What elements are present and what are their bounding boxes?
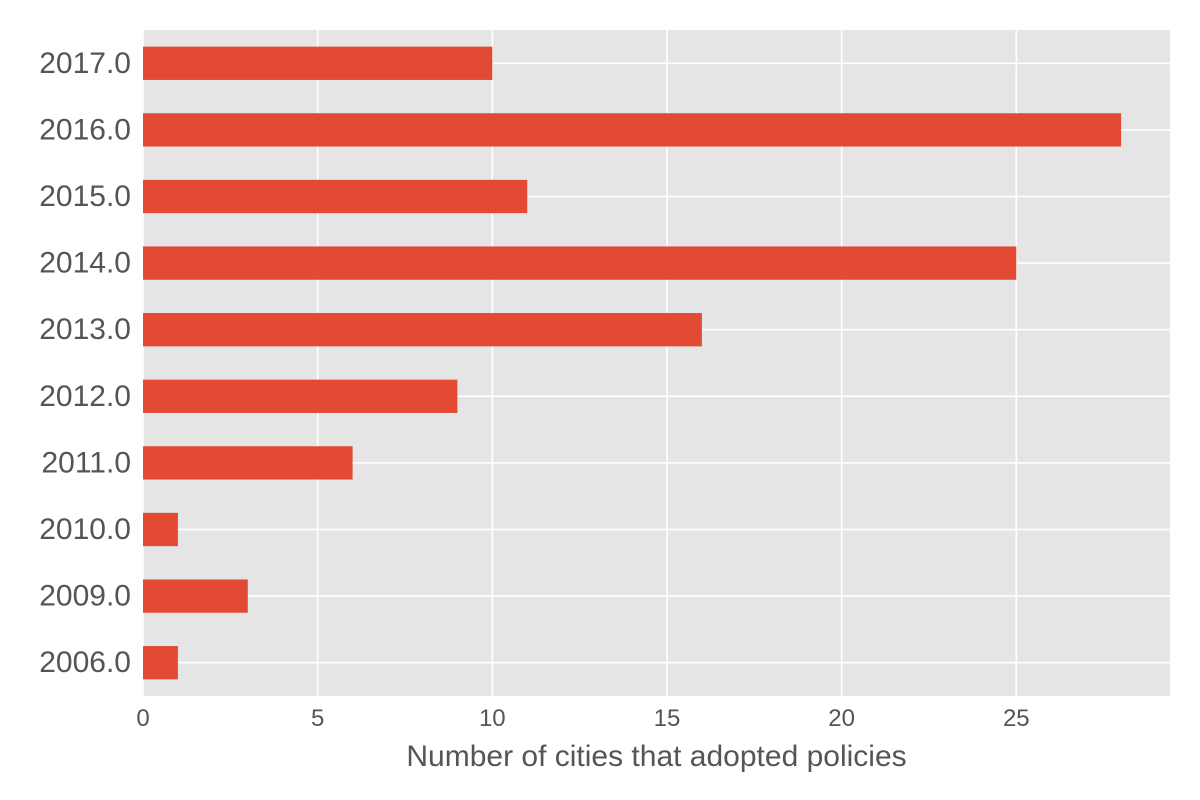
bar-2013-0: [143, 313, 702, 347]
x-tick-label: 15: [654, 705, 681, 732]
bar-2016-0: [143, 113, 1122, 147]
y-tick-label: 2017.0: [39, 47, 131, 80]
y-tick-label: 2006.0: [39, 646, 131, 679]
y-tick-label: 2012.0: [39, 380, 131, 413]
bar-2011-0: [143, 446, 353, 480]
bar-2012-0: [143, 379, 458, 413]
y-tick-label: 2014.0: [39, 247, 131, 280]
x-tick-label: 5: [311, 705, 324, 732]
x-tick-label: 0: [136, 705, 149, 732]
bar-2009-0: [143, 579, 248, 613]
x-tick-labels: 0 5 10 15 20 25: [136, 705, 1029, 732]
y-tick-labels: 2006.0 2009.0 2010.0 2011.0 2012.0 2013.0 2014…: [39, 47, 131, 679]
bar-2017-0: [143, 46, 493, 80]
x-tick-label: 10: [479, 705, 506, 732]
y-tick-label: 2010.0: [39, 513, 131, 546]
x-tick-label: 20: [828, 705, 855, 732]
bar-2010-0: [143, 512, 178, 547]
y-tick-label: 2009.0: [39, 580, 131, 613]
y-tick-label: 2013.0: [39, 313, 131, 346]
bar-2014-0: [143, 246, 1017, 280]
y-tick-label: 2015.0: [39, 180, 131, 213]
x-axis-title: Number of cities that adopted policies: [406, 740, 906, 773]
y-tick-label: 2016.0: [39, 113, 131, 146]
x-tick-label: 25: [1003, 705, 1030, 732]
bar-2015-0: [143, 179, 528, 214]
bar-2006-0: [143, 646, 178, 680]
y-tick-label: 2011.0: [41, 446, 131, 479]
bars: [143, 46, 1122, 680]
